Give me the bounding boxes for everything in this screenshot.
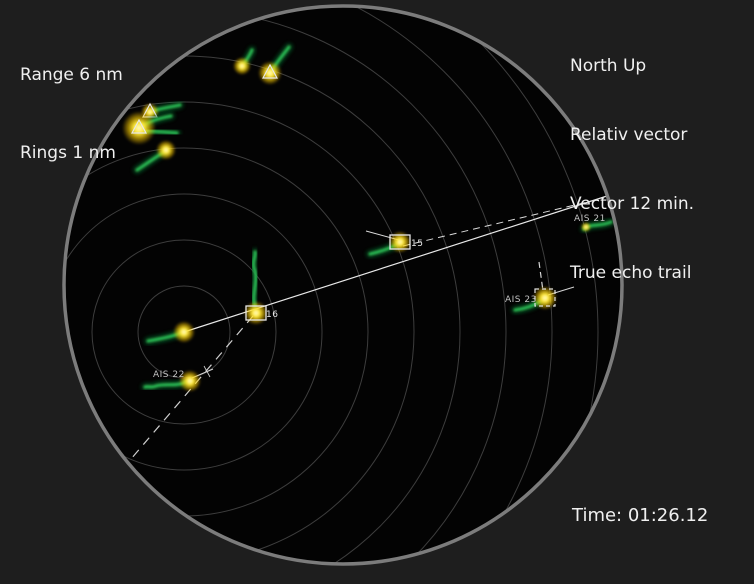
ais-triangle-icon bbox=[130, 118, 148, 134]
echo-north-small[interactable] bbox=[233, 46, 256, 75]
target-15[interactable]: 15 bbox=[366, 231, 423, 258]
ais-echo-nw-large[interactable] bbox=[122, 111, 181, 145]
target-label: 15 bbox=[411, 239, 423, 249]
echo-trail-core bbox=[143, 380, 188, 389]
echo-west[interactable] bbox=[133, 140, 176, 174]
display-mode-readout: North Up Relativ vector Vector 12 min. T… bbox=[570, 9, 694, 331]
echo-blob bbox=[156, 140, 176, 160]
ais-21[interactable]: AIS 21 bbox=[574, 214, 615, 233]
range-ring bbox=[64, 6, 553, 564]
own-ship[interactable] bbox=[144, 321, 195, 345]
radar-field-background bbox=[64, 6, 622, 564]
ais23-heading-dash bbox=[538, 261, 544, 292]
rings-label: Rings 1 nm bbox=[20, 143, 116, 163]
range-ring bbox=[64, 6, 599, 564]
echo-blob bbox=[533, 286, 557, 310]
ais-target-box bbox=[534, 288, 556, 307]
trail-mode-label: True echo trail bbox=[570, 263, 692, 283]
ais22-tick bbox=[203, 365, 211, 378]
echo-blob bbox=[389, 231, 411, 253]
echo-blob bbox=[581, 222, 591, 232]
range-label: Range 6 nm bbox=[20, 65, 123, 85]
range-ring bbox=[91, 239, 277, 425]
target-16[interactable]: 16 bbox=[244, 248, 278, 325]
target-label: AIS 22 bbox=[153, 370, 185, 380]
ais-22[interactable]: AIS 22 bbox=[141, 370, 201, 392]
target-label: AIS 21 bbox=[574, 214, 606, 224]
echo-blob bbox=[233, 57, 251, 75]
echo-blob bbox=[179, 370, 201, 392]
echo-blob bbox=[173, 321, 195, 343]
vector-mode-label: Relativ vector bbox=[570, 125, 688, 145]
radar-field: 16 15 AIS 21 AIS 23 AIS 22 bbox=[64, 6, 622, 564]
echo-blob bbox=[244, 301, 268, 325]
tracked-target-box bbox=[245, 305, 267, 321]
echo-blob bbox=[258, 61, 282, 85]
orientation-label: North Up bbox=[570, 56, 647, 76]
tracked-target-box bbox=[389, 234, 411, 250]
echo-blob bbox=[122, 111, 156, 145]
range-ring bbox=[64, 193, 323, 471]
vector-15-extension bbox=[402, 197, 605, 247]
radar-rim bbox=[62, 4, 624, 566]
range-readout: Range 6 nm Rings 1 nm bbox=[20, 10, 123, 218]
vector-time-label: Vector 12 min. bbox=[570, 194, 695, 214]
echo-trail-core bbox=[252, 250, 258, 308]
target-label: 16 bbox=[266, 310, 278, 320]
ais-triangle-icon bbox=[261, 63, 279, 79]
ais-echo-north[interactable] bbox=[258, 43, 293, 85]
target-label: AIS 23 bbox=[505, 295, 537, 305]
ais-23[interactable]: AIS 23 bbox=[505, 286, 557, 314]
time-readout: Time: 01:26.12 bbox=[572, 505, 709, 526]
